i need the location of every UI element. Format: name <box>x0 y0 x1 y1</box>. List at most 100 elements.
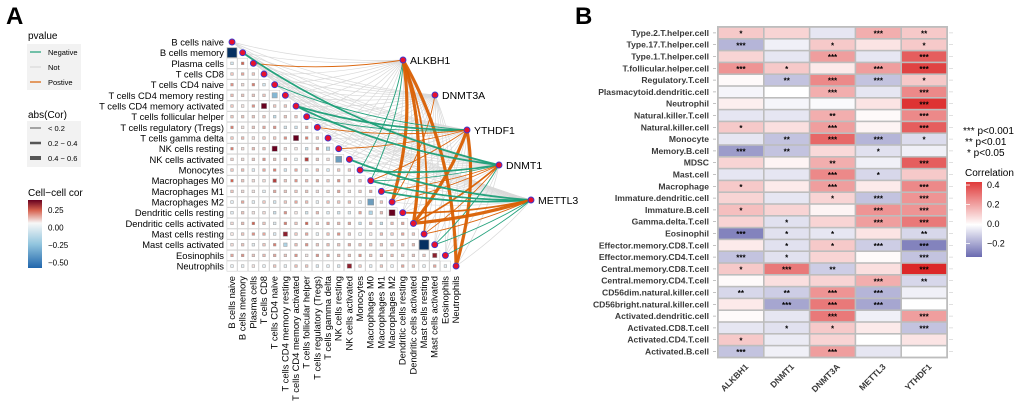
heatmap-cell <box>856 51 901 62</box>
significance-stars: *** <box>736 65 746 74</box>
significance-stars: *** <box>828 313 838 322</box>
edge-not-significant <box>413 94 437 224</box>
edge-positive <box>381 164 500 192</box>
correlation-square <box>337 253 341 257</box>
heatmap-cell <box>856 86 901 97</box>
heatmap-cell <box>718 263 763 274</box>
heatmap-cell <box>718 63 763 74</box>
correlation-square <box>337 221 341 225</box>
significance-stars: * <box>739 336 743 345</box>
edge-positive <box>391 164 500 203</box>
correlation-square <box>230 147 234 151</box>
significance-stars: * <box>923 41 927 50</box>
heatmap-cell <box>764 228 809 239</box>
correlation-square <box>241 243 245 247</box>
significance-stars: *** <box>874 77 884 86</box>
heatmap-cell <box>764 263 809 274</box>
heatmap-cell <box>810 228 855 239</box>
correlation-square <box>272 178 277 183</box>
correlation-square <box>326 168 330 172</box>
significance-stars: ** <box>784 77 791 86</box>
correlation-square <box>337 168 341 172</box>
significance-stars: *** <box>828 77 838 86</box>
correlation-square <box>230 157 234 161</box>
significance-stars: *** <box>919 124 929 133</box>
correlation-square <box>315 200 319 204</box>
correlation-square <box>241 179 245 183</box>
correlation-square <box>315 211 319 215</box>
correlation-square <box>251 125 255 129</box>
row-label: Central.memory.CD8.T.cell <box>601 264 709 274</box>
correlation-square <box>241 264 245 268</box>
correlation-square <box>315 221 319 225</box>
heatmap-cell <box>764 63 809 74</box>
correlation-square <box>358 211 362 215</box>
column-label: Neutrophils <box>450 276 461 324</box>
heatmap-cell <box>718 346 763 357</box>
cell-node <box>345 155 353 163</box>
column-label: Macrophages M2 <box>386 276 397 348</box>
correlation-square <box>433 264 437 268</box>
heatmap-cell <box>718 39 763 50</box>
heatmap-cell <box>810 181 855 192</box>
correlation-square <box>262 221 266 225</box>
correlation-square <box>358 200 362 204</box>
correlation-square <box>294 115 298 119</box>
heatmap-cell <box>902 252 947 263</box>
significance-stars: * <box>877 148 881 157</box>
row-label: Activated.CD4.T.cell <box>627 335 709 345</box>
significance-stars: *** <box>828 89 838 98</box>
edge-not-significant <box>231 41 436 96</box>
correlation-square <box>315 189 319 193</box>
significance-stars: * <box>739 266 743 275</box>
edge-not-significant <box>295 105 532 201</box>
row-label: Natural.killer.T.cell <box>634 111 709 121</box>
correlation-square <box>294 147 298 151</box>
gene-label: YTHDF1 <box>474 125 515 137</box>
row-label: Dendritic cells activated <box>126 218 224 229</box>
correlation-square <box>262 125 266 129</box>
edge-positive <box>338 129 468 150</box>
significance-stars: *** <box>874 301 884 310</box>
row-label: NK cells activated <box>149 154 224 165</box>
correlation-square <box>230 168 234 172</box>
edge-not-significant <box>274 59 404 86</box>
heatmap-cell <box>856 263 901 274</box>
significance-stars: *** <box>874 218 884 227</box>
edge-negative <box>274 84 468 131</box>
correlation-square <box>379 253 383 257</box>
correlation-square <box>273 264 277 268</box>
heatmap-cell <box>856 110 901 121</box>
correlation-square <box>230 189 234 193</box>
significance-stars: *** <box>874 136 884 145</box>
correlation-square <box>241 157 245 161</box>
significance-stars: *** <box>736 230 746 239</box>
row-label: Gamma.delta.T.cell <box>632 217 709 227</box>
heatmap-cell <box>764 134 809 145</box>
column-label: Macrophages M0 <box>365 276 376 348</box>
heatmap-cell <box>902 181 947 192</box>
row-label: Effector.memory.CD8.T.cell <box>599 240 709 250</box>
heatmap-cell <box>764 240 809 251</box>
heatmap-cell <box>856 181 901 192</box>
edge-negative <box>359 59 404 171</box>
correlation-square <box>283 136 287 140</box>
correlation-square <box>401 243 405 247</box>
row-label: Macrophages M2 <box>152 197 224 208</box>
heatmap-cell <box>856 287 901 298</box>
row-label: B cells naive <box>171 37 224 48</box>
heatmap-cell <box>856 240 901 251</box>
correlation-square <box>326 157 330 161</box>
heatmap-cell <box>902 110 947 121</box>
heatmap-cell <box>764 122 809 133</box>
heatmap-cell <box>810 122 855 133</box>
heatmap-cell <box>764 204 809 215</box>
edge-not-significant <box>242 52 404 63</box>
significance-stars: *** <box>919 53 929 62</box>
correlation-square <box>379 232 383 236</box>
heatmap-cell <box>718 181 763 192</box>
significance-stars: *** <box>782 266 792 275</box>
row-label: Mast cells resting <box>152 229 224 240</box>
cell-node <box>260 70 268 78</box>
